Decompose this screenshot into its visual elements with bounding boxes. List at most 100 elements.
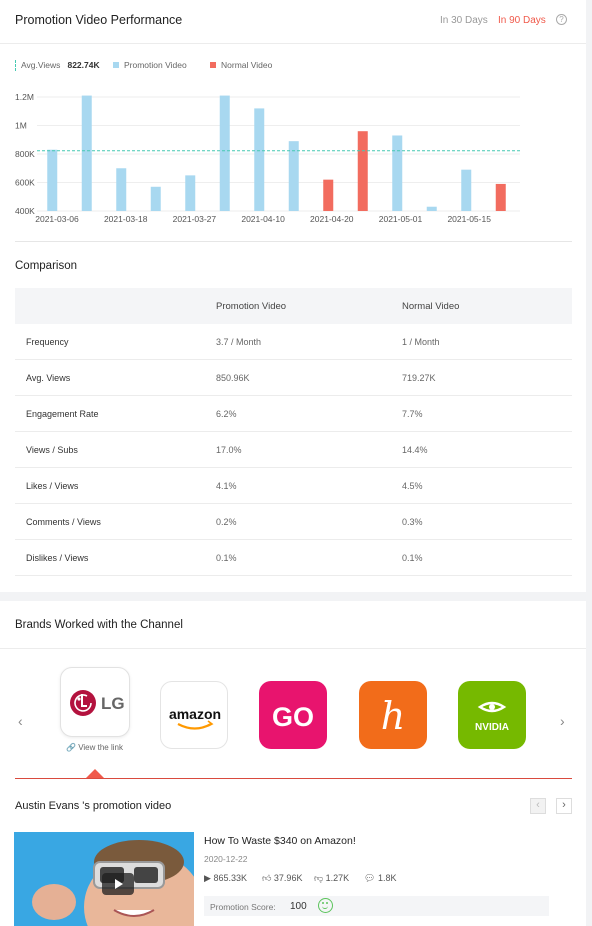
- svg-text:NVIDIA: NVIDIA: [475, 722, 509, 733]
- table-row: Avg. Views 850.96K 719.27K: [15, 360, 572, 396]
- x-tick-label: 2021-03-18: [104, 214, 148, 224]
- table-header: Promotion Video Normal Video: [15, 288, 572, 324]
- bar-promotion: [81, 95, 92, 211]
- promotion-cell: 0.1%: [216, 553, 237, 563]
- y-tick-label: 800K: [15, 149, 35, 159]
- table-row: Comments / Views 0.2% 0.3%: [15, 504, 572, 540]
- play-circle-icon: ▶︎: [204, 873, 211, 883]
- performance-header: Promotion Video Performance In 30 Days I…: [0, 0, 586, 44]
- lg-logo: LG: [70, 690, 125, 716]
- chevron-right-icon[interactable]: ›: [560, 713, 565, 729]
- range-30-days[interactable]: In 30 Days: [440, 15, 488, 26]
- normal-swatch: [210, 62, 216, 68]
- normal-cell: 14.4%: [402, 445, 428, 455]
- performance-card: Promotion Video Performance In 30 Days I…: [0, 0, 586, 592]
- selection-line: [15, 778, 572, 779]
- metric-cell: Likes / Views: [26, 481, 79, 491]
- amazon-logo: amazon: [169, 706, 221, 730]
- prev-video-button[interactable]: ‹: [530, 798, 546, 814]
- play-icon[interactable]: [102, 873, 134, 895]
- header-normal: Normal Video: [402, 301, 460, 312]
- bar-promotion: [461, 169, 472, 211]
- smiley-icon: [318, 898, 333, 913]
- thumbs-up-icon: 👍︎: [262, 873, 272, 883]
- svg-text:LG: LG: [101, 694, 125, 713]
- table-row: Likes / Views 4.1% 4.5%: [15, 468, 572, 504]
- brand-honey[interactable]: h: [359, 681, 427, 749]
- normal-legend-label[interactable]: Normal Video: [221, 60, 273, 70]
- view-link[interactable]: 🔗 View the link: [66, 743, 123, 752]
- promotion-score-box: Promotion Score: 100: [204, 896, 549, 916]
- svg-text:amazon: amazon: [169, 706, 221, 722]
- promotion-cell: 4.1%: [216, 481, 237, 491]
- bar-promotion: [254, 108, 265, 211]
- metric-cell: Dislikes / Views: [26, 553, 89, 563]
- video-date: 2020-12-22: [204, 854, 248, 864]
- x-tick-label: 2021-05-01: [379, 214, 423, 224]
- comments-stat: 💬︎ 1.8K: [364, 873, 397, 883]
- x-tick-label: 2021-05-15: [447, 214, 491, 224]
- table-row: Frequency 3.7 / Month 1 / Month: [15, 324, 572, 360]
- y-tick-label: 600K: [15, 178, 35, 188]
- metric-cell: Comments / Views: [26, 517, 101, 527]
- bar-promotion: [219, 95, 230, 211]
- normal-cell: 4.5%: [402, 481, 423, 491]
- selected-pointer-icon: [86, 769, 104, 778]
- header-promotion: Promotion Video: [216, 301, 287, 312]
- brand-nvidia[interactable]: NVIDIA: [458, 681, 526, 749]
- bar-promotion: [288, 141, 299, 211]
- y-tick-label: 1.2M: [15, 92, 34, 102]
- promotion-legend-label[interactable]: Promotion Video: [124, 60, 187, 70]
- brand-amazon[interactable]: amazon: [160, 681, 228, 749]
- score-label: Promotion Score:: [210, 902, 276, 912]
- comparison-title: Comparison: [15, 260, 77, 272]
- x-tick-label: 2021-03-06: [35, 214, 79, 224]
- bar-promotion: [47, 149, 58, 211]
- brands-title: Brands Worked with the Channel: [15, 619, 183, 631]
- x-tick-label: 2021-04-10: [241, 214, 285, 224]
- brands-header: Brands Worked with the Channel: [0, 601, 586, 649]
- thumbs-down-icon: 👎︎: [314, 873, 324, 883]
- normal-cell: 1 / Month: [402, 337, 440, 347]
- normal-cell: 7.7%: [402, 409, 423, 419]
- avg-views-value: 822.74K: [67, 60, 100, 70]
- metric-cell: Frequency: [26, 337, 69, 347]
- video-title[interactable]: How To Waste $340 on Amazon!: [204, 835, 356, 847]
- x-tick-label: 2021-03-27: [173, 214, 217, 224]
- brand-go[interactable]: GO: [259, 681, 327, 749]
- next-video-button[interactable]: ›: [556, 798, 572, 814]
- range-90-days[interactable]: In 90 Days: [498, 15, 546, 26]
- honey-logo: h: [381, 694, 405, 738]
- question-circle-icon[interactable]: ?: [556, 14, 567, 25]
- bar-normal: [495, 183, 506, 211]
- bar-promotion: [426, 206, 437, 211]
- normal-cell: 0.1%: [402, 553, 423, 563]
- y-tick-label: 1M: [15, 121, 27, 131]
- brands-card: Brands Worked with the Channel ‹ › LG am…: [0, 601, 586, 926]
- bar-promotion: [150, 186, 161, 211]
- avg-views-legend: Avg.Views 822.74K: [21, 60, 100, 70]
- metric-cell: Views / Subs: [26, 445, 78, 455]
- video-thumbnail[interactable]: [14, 832, 194, 926]
- nvidia-logo: NVIDIA: [475, 701, 509, 733]
- svg-text:h: h: [381, 694, 405, 738]
- brand-lg[interactable]: LG: [60, 667, 130, 737]
- dislikes-stat: 👎︎ 1.27K: [314, 873, 350, 883]
- table-row: Dislikes / Views 0.1% 0.1%: [15, 540, 572, 576]
- bar-normal: [357, 131, 368, 211]
- bar-promotion: [116, 168, 127, 211]
- promotion-cell: 0.2%: [216, 517, 237, 527]
- metric-cell: Avg. Views: [26, 373, 71, 383]
- score-value: 100: [290, 901, 307, 912]
- chevron-left-icon[interactable]: ‹: [18, 713, 23, 729]
- go-logo: GO: [272, 702, 314, 732]
- table-row: Views / Subs 17.0% 14.4%: [15, 432, 572, 468]
- promotion-cell: 3.7 / Month: [216, 337, 262, 347]
- bar-promotion: [185, 175, 196, 211]
- promo-title: Austin Evans 's promotion video: [15, 800, 172, 812]
- views-stat: ▶︎ 865.33K: [204, 873, 247, 883]
- metric-cell: Engagement Rate: [26, 409, 99, 419]
- normal-cell: 0.3%: [402, 517, 423, 527]
- svg-text:GO: GO: [272, 702, 314, 732]
